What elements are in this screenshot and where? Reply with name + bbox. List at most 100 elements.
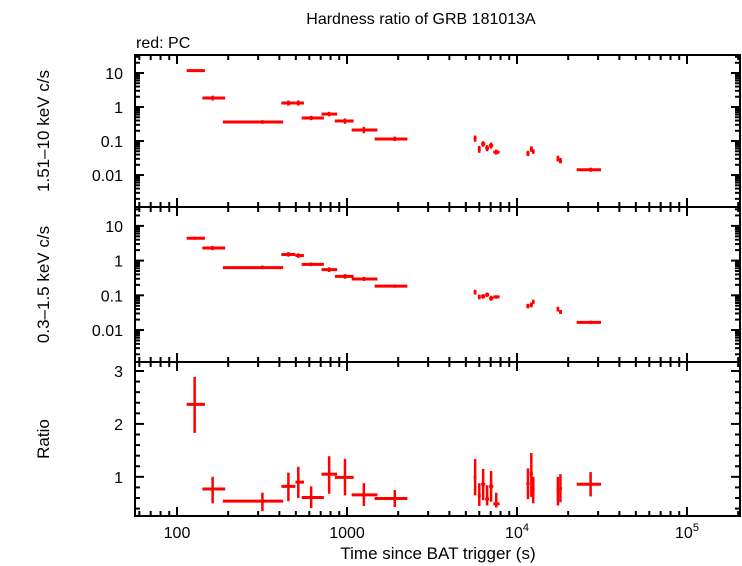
data-point [485,145,490,152]
data-point [186,69,205,73]
data-point [556,306,560,312]
x-tick-label-base: 10 [505,525,523,542]
data-point [281,100,296,106]
y-axis-label: Ratio [34,419,53,459]
y-tick-label: 1 [114,470,123,487]
data-point [301,262,324,267]
x-tick-label: 105 [675,522,699,542]
x-tick-labels: 100 1000 104 105 [164,522,699,542]
y-tick-label: 2 [114,417,123,434]
y-tick-label: 3 [114,364,123,381]
data-point [295,253,304,258]
data-point [473,458,477,496]
y-tick-label: 0.1 [101,134,123,151]
data-point [489,471,494,502]
x-tick-label: 1000 [329,525,365,542]
data-point [481,141,486,147]
y-tick-label: 1 [114,254,123,271]
data-point [526,303,530,309]
data-point [473,135,477,142]
data-point [576,320,601,325]
data-point [556,155,560,162]
x-tick-label-base: 1000 [329,525,365,542]
x-tick-label-base: 10 [675,525,693,542]
data-point [374,490,408,508]
data-point [186,236,205,240]
x-tick-label-base: 100 [164,525,191,542]
data-point [473,289,477,295]
data-point [321,111,338,117]
data-point [529,453,533,497]
panel-middle: 10 1 0.1 0.01 0.3–1.5 keV c/s [34,206,741,363]
data-point [202,476,226,504]
x-tick-label: 100 [164,525,191,542]
data-point [334,118,354,124]
data-point [321,267,338,272]
x-tick-label-exponent: 5 [693,522,699,534]
data-point [281,252,296,257]
data-point [576,472,601,497]
chart-title: Hardness ratio of GRB 181013A [306,11,536,28]
data-point [556,476,560,506]
data-point [526,468,530,500]
y-tick-label: 10 [105,219,123,236]
data-point [531,299,535,305]
panel-frame [134,54,741,208]
data-point [222,492,284,512]
data-point [493,492,500,508]
data-point [531,476,535,504]
data-point [351,126,378,134]
y-tick-label: 1 [114,100,123,117]
data-point [334,274,354,279]
panel-frame [134,361,741,517]
data-point [374,284,408,288]
panel-bottom: 3 2 1 Ratio [34,361,741,517]
data-point [477,294,481,300]
data-point [531,149,535,154]
y-tick-label: 10 [105,66,123,83]
data-point [559,309,563,314]
x-axis-label: Time since BAT trigger (s) [340,544,535,563]
data-point [301,486,324,509]
data-point [202,245,226,251]
data-point [202,95,226,101]
y-tick-label: 0.01 [92,168,123,185]
y-tick-label: 0.1 [101,288,123,305]
data-point [493,149,500,155]
data-point [481,468,486,501]
data-point [374,136,408,142]
data-point [334,458,354,496]
data-point [489,295,494,301]
data-point [559,157,563,164]
panel-top: 10 1 0.1 0.01 1.51–10 keV c/s [34,54,741,208]
data-point [351,483,378,506]
data-point [321,456,338,494]
panels: 10 1 0.1 0.01 1.51–10 keV c/s 10 1 0.1 0.01 0.3–1… [34,54,741,542]
data-point [222,120,284,124]
data-point [281,472,296,502]
data-point [526,150,530,157]
x-tick-label-exponent: 4 [523,522,529,534]
data-point [477,483,481,506]
y-tick-label: 0.01 [92,323,123,340]
data-point [477,145,481,153]
data-point [222,265,284,270]
panel-frame [134,206,741,363]
data-point [295,466,304,499]
x-tick-label: 104 [505,522,529,542]
y-axis-label: 0.3–1.5 keV c/s [34,226,53,343]
data-point [295,100,304,106]
data-point [576,167,601,172]
data-point [301,115,324,121]
data-point [493,295,500,299]
y-axis-label: 1.51–10 keV c/s [34,70,53,192]
data-point [481,294,486,299]
data-point [485,485,490,506]
data-point [351,276,378,281]
data-point [485,292,490,297]
data-point [529,146,533,152]
data-point [186,376,205,433]
legend-note: red: PC [136,35,190,52]
data-point [529,302,533,308]
